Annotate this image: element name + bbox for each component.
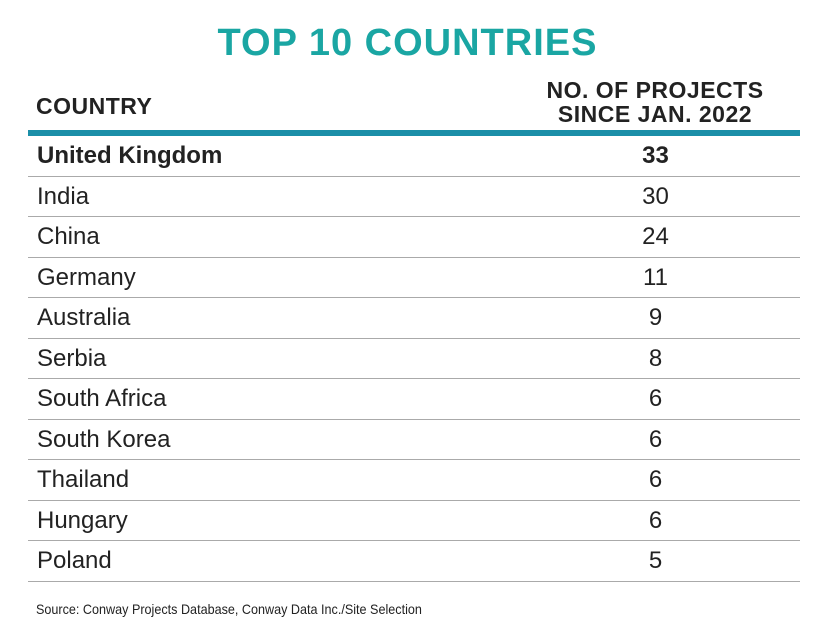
projects-cell: 30 xyxy=(642,182,669,210)
projects-header-line1: NO. OF PROJECTS xyxy=(546,77,764,103)
table-body: United Kingdom 33 India 30 China 24 Germany 11 A… xyxy=(28,136,800,582)
projects-cell: 11 xyxy=(643,263,668,291)
header-rule xyxy=(28,130,800,136)
country-cell: Serbia xyxy=(37,344,107,372)
table-row: Hungary 6 xyxy=(28,501,800,541)
projects-cell: 24 xyxy=(642,223,669,250)
table-row: Thailand 6 xyxy=(28,460,800,501)
country-column-header: COUNTRY xyxy=(36,93,153,119)
country-cell: Thailand xyxy=(37,466,130,493)
table-row: India 30 xyxy=(28,177,800,217)
projects-column-header: NO. OF PROJECTS SINCE JAN. 2022 xyxy=(520,78,790,126)
projects-cell: 9 xyxy=(648,304,663,331)
country-cell: Australia xyxy=(37,304,131,331)
table-row: Australia 9 xyxy=(28,298,800,339)
projects-cell: 6 xyxy=(648,385,663,412)
country-cell: Germany xyxy=(37,263,136,291)
country-cell: South Africa xyxy=(37,385,167,412)
country-cell: Hungary xyxy=(37,506,128,534)
projects-cell: 6 xyxy=(648,506,663,534)
country-cell: China xyxy=(37,223,100,250)
country-cell: Poland xyxy=(37,547,112,574)
country-cell: United Kingdom xyxy=(37,142,223,169)
projects-header-line2: SINCE JAN. 2022 xyxy=(557,101,753,127)
projects-cell: 8 xyxy=(648,344,663,372)
projects-cell: 5 xyxy=(648,547,663,574)
table-row: China 24 xyxy=(28,217,800,258)
table-row: Serbia 8 xyxy=(28,339,800,379)
projects-cell: 6 xyxy=(648,425,663,453)
source-note: Source: Conway Projects Database, Conway… xyxy=(36,601,422,617)
table-row: United Kingdom 33 xyxy=(28,136,800,177)
table-row: South Korea 6 xyxy=(28,420,800,460)
projects-cell: 6 xyxy=(648,466,663,493)
table-row: South Africa 6 xyxy=(28,379,800,420)
country-cell: India xyxy=(37,182,90,210)
chart-title: TOP 10 COUNTRIES xyxy=(217,22,598,64)
table-row: Germany 11 xyxy=(28,258,800,298)
country-cell: South Korea xyxy=(37,425,171,453)
table-row: Poland 5 xyxy=(28,541,800,582)
projects-cell: 33 xyxy=(642,142,669,169)
